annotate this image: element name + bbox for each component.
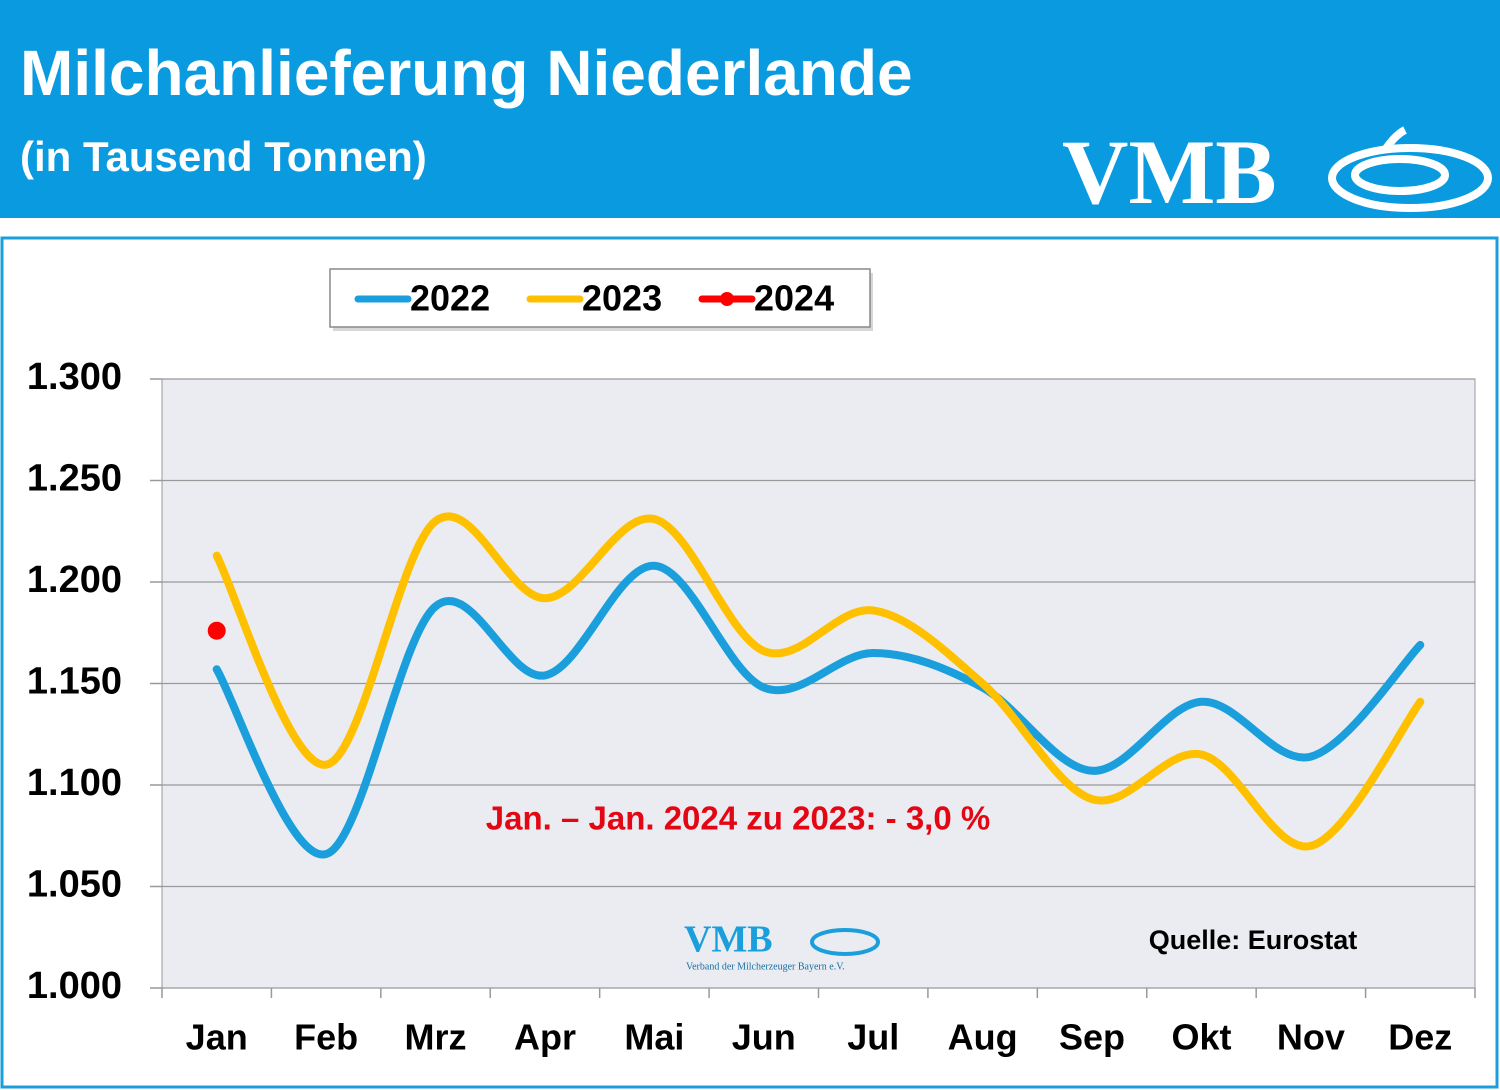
plot-logo-swoosh: [810, 928, 880, 956]
x-tick-label: Jan: [186, 1017, 248, 1058]
y-tick-label: 1.100: [27, 762, 122, 804]
chart-title: Milchanlieferung Niederlande: [20, 37, 913, 109]
legend-label: 2024: [754, 278, 834, 319]
y-tick-label: 1.250: [27, 458, 122, 500]
source: Quelle: Eurostat: [1149, 925, 1358, 955]
y-tick-label: 1.150: [27, 661, 122, 703]
y-tick-label: 1.200: [27, 559, 122, 601]
plot-logo: VMB: [684, 919, 773, 961]
x-tick-label: Okt: [1171, 1017, 1231, 1058]
legend-dot: [720, 292, 734, 306]
legend-box: [329, 268, 871, 328]
x-tick-label: Jul: [847, 1017, 899, 1058]
x-tick-label: Mrz: [405, 1017, 467, 1058]
annotation: Jan. – Jan. 2024 zu 2023: - 3,0 %: [486, 800, 990, 837]
x-tick-label: Nov: [1277, 1017, 1345, 1058]
logo-swoosh: [1328, 126, 1492, 212]
x-tick-label: Aug: [948, 1017, 1018, 1058]
x-tick-label: Mai: [624, 1017, 684, 1058]
series-line: [212, 561, 1425, 859]
chart-subtitle: (in Tausend Tonnen): [20, 133, 427, 180]
legend-label: 2023: [582, 278, 662, 319]
data-point: [207, 621, 226, 640]
x-tick-label: Sep: [1059, 1017, 1125, 1058]
y-tick-label: 1.050: [27, 864, 122, 906]
y-tick-label: 1.000: [27, 965, 122, 1007]
x-tick-label: Apr: [514, 1017, 576, 1058]
x-tick-label: Feb: [294, 1017, 358, 1058]
header-band: [0, 0, 1500, 218]
legend-label: 2022: [410, 278, 490, 319]
series-line: [212, 512, 1425, 851]
x-tick-label: Jun: [732, 1017, 796, 1058]
plot-logo-subtitle: Verband der Milcherzeuger Bayern e.V.: [686, 961, 845, 972]
y-tick-label: 1.300: [27, 356, 122, 398]
header-logo: VMB: [1062, 121, 1277, 223]
x-tick-label: Dez: [1388, 1017, 1452, 1058]
